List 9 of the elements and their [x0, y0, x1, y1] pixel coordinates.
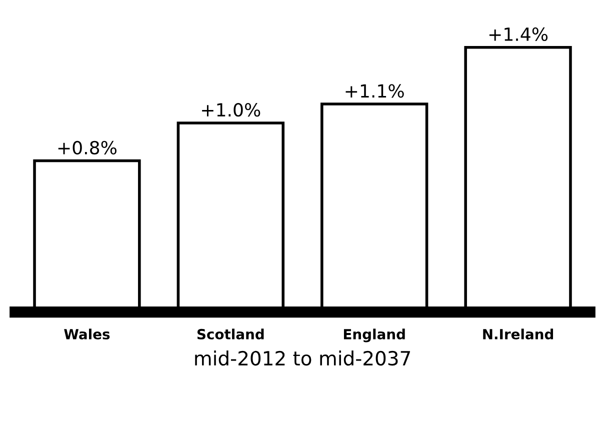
data-label: +1.0% [202, 103, 260, 117]
x-tick-label: Wales [64, 328, 110, 340]
x-tick-label: Scotland [197, 328, 264, 340]
x-axis-title: mid-2012 to mid-2037 [195, 350, 410, 366]
data-label: +1.4% [489, 27, 548, 42]
data-label: +0.8% [58, 140, 116, 154]
data-label: +1.1% [346, 84, 404, 98]
x-tick-label: N.Ireland [483, 328, 554, 340]
x-tick-label: England [344, 328, 405, 342]
